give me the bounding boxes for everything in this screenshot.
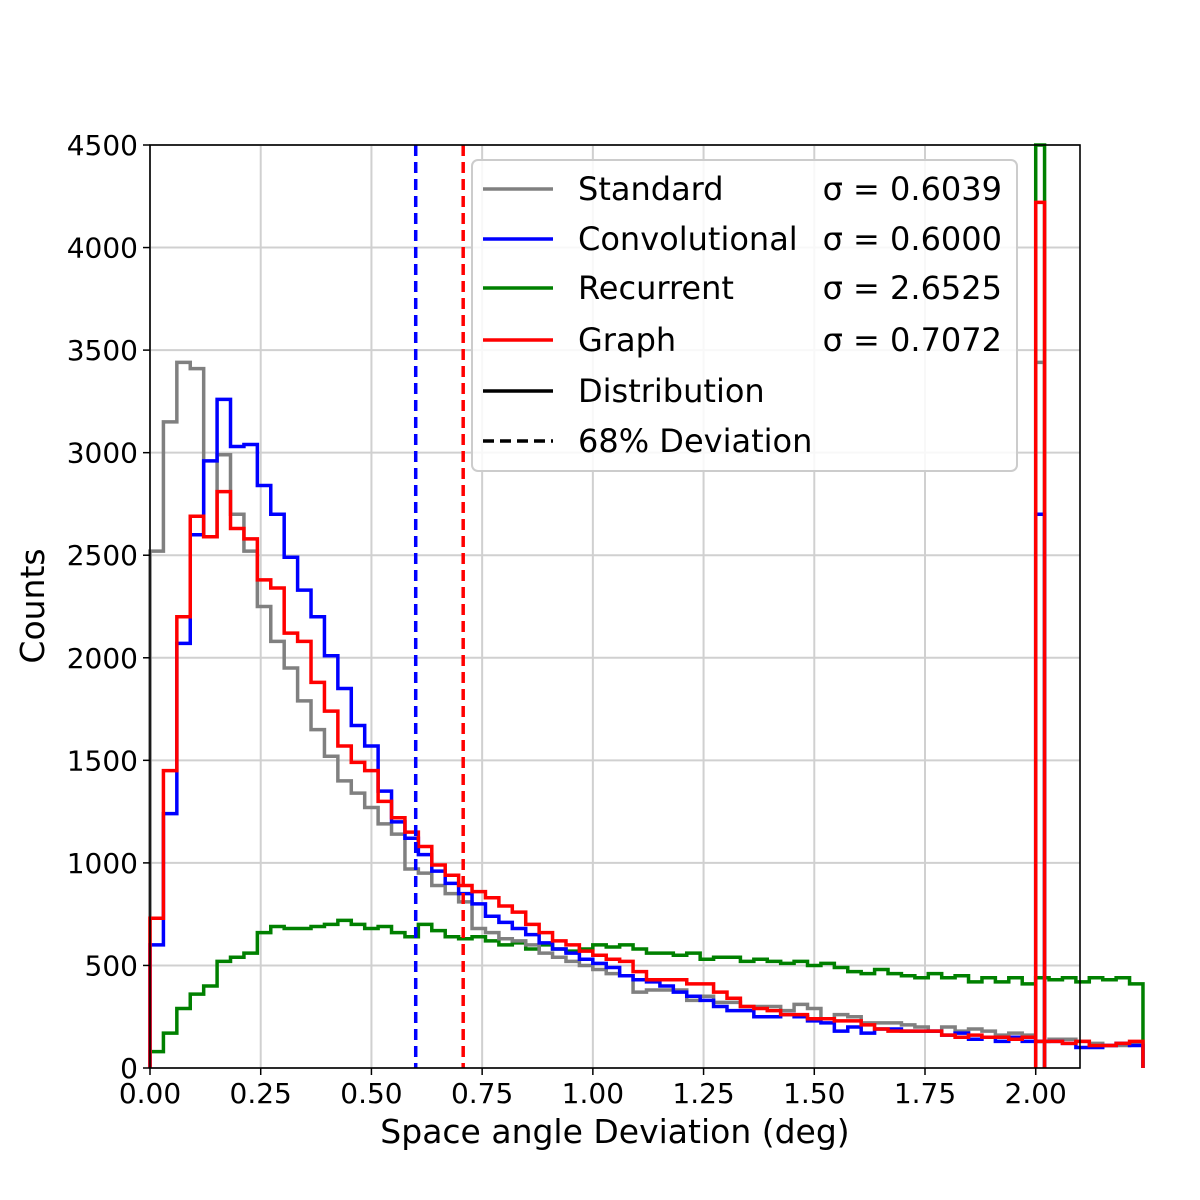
x-axis-label: Space angle Deviation (deg) [380,1112,849,1151]
legend-label: Distribution [578,372,765,410]
legend-label: Standard [578,170,724,208]
x-tick-label: 1.00 [562,1077,624,1110]
y-axis-ticks: 0 500 1000 1500 2000 2500 3000 3500 4000 4500 [67,129,150,1085]
x-tick-label: 2.00 [1005,1077,1067,1110]
legend-sigma: σ = 0.7072 [823,321,1002,359]
y-tick-label: 3500 [67,334,138,367]
x-tick-label: 0.00 [119,1077,181,1110]
x-tick-label: 0.50 [340,1077,402,1110]
legend-sigma: σ = 0.6000 [823,220,1002,258]
series-graph-step [148,200,1145,1068]
plot-frame [149,144,1081,1069]
x-tick-label: 0.75 [451,1077,513,1110]
series-convolutional-step [148,397,1145,1068]
y-tick-label: 2000 [67,642,138,675]
y-tick-label: 1000 [67,847,138,880]
x-tick-label: 1.25 [672,1077,734,1110]
legend-sigma: σ = 2.6525 [823,269,1002,307]
x-tick-label: 1.50 [783,1077,845,1110]
x-tick-label: 1.75 [894,1077,956,1110]
y-tick-label: 4000 [67,232,138,265]
histogram-series [148,143,1145,1068]
x-tick-label: 0.25 [230,1077,292,1110]
legend-label: 68% Deviation [578,422,812,460]
y-tick-label: 1500 [67,744,138,777]
legend-label: Convolutional [578,220,798,258]
y-tick-label: 2500 [67,539,138,572]
legend-box [471,159,1018,472]
legend: Standard σ = 0.6039 Convolutional σ = 0.600… [471,159,1018,472]
legend-label: Graph [578,321,676,359]
y-tick-label: 500 [85,949,138,982]
legend-sigma: σ = 0.6039 [823,170,1002,208]
y-tick-label: 0 [120,1052,138,1085]
y-tick-label: 3000 [67,437,138,470]
y-axis-label: Counts [13,548,52,663]
x-axis-ticks: 0.00 0.25 0.50 0.75 1.00 1.25 1.50 1.75 2.00 [119,1068,1067,1110]
y-tick-label: 4500 [67,129,138,162]
deviation-lines [413,145,465,1068]
legend-label: Recurrent [578,269,734,307]
